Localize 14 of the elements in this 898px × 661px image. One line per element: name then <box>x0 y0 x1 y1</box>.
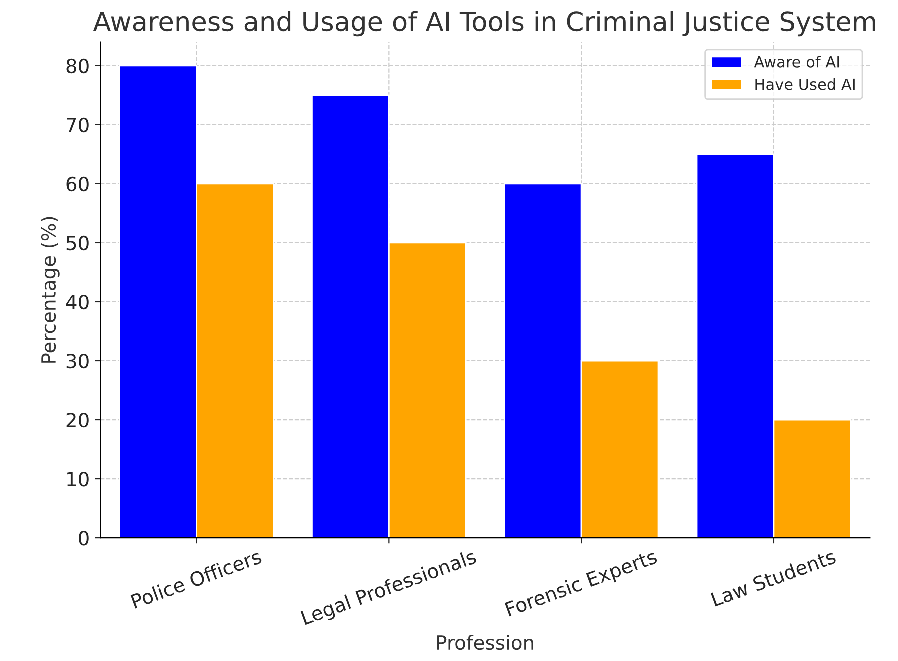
y-tick-label: 0 <box>79 531 89 546</box>
y-tick-label: 20 <box>66 412 89 428</box>
x-axis-title: Profession <box>438 635 534 650</box>
y-tick-label: 80 <box>66 58 89 74</box>
y-tick-label: 60 <box>66 176 89 192</box>
y-tick-label: 40 <box>66 294 89 310</box>
y-tick-label: 70 <box>67 118 89 133</box>
y-axis-title: Percentage (%) <box>41 217 60 363</box>
y-tick-label: 10 <box>68 472 89 487</box>
legend-label: Aware of AI <box>754 56 840 68</box>
chart-title: Awareness and Usage of AI Tools in Criminal Justice System <box>93 11 876 37</box>
legend-label: Have Used AI <box>756 78 855 90</box>
y-tick-label: 30 <box>66 354 89 369</box>
y-tick-label: 50 <box>66 236 89 251</box>
